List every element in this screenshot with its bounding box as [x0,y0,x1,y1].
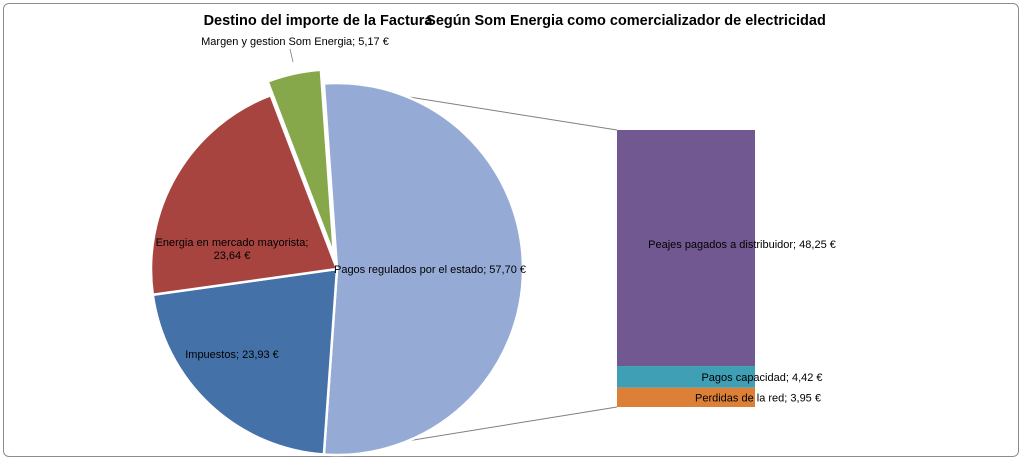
data-label-margen-y-gestion-som-energia: Margen y gestion Som Energia; 5,17 € [201,36,389,48]
data-label-impuestos: Impuestos; 23,93 € [185,349,279,361]
chart-subtitle: Según Som Energia como comercializador d… [426,13,826,29]
chart-title: Destino del importe de la Factura [204,13,434,29]
data-label-energia-en-mercado-mayorista: Energia en mercado mayorista; [156,237,309,249]
pie-slice-margen-y-gestion-som-energia [266,68,336,257]
data-label-peajes-pagados-a-distribuidor: Peajes pagados a distribuidor; 48,25 € [648,239,836,251]
data-label-pagos-regulados-por-el-estado: Pagos regulados por el estado; 57,70 € [334,264,526,276]
label-leader-line [289,48,294,63]
bar-segment-pagos-capacidad [617,366,755,388]
data-label-perdidas-de-la-red: Perdidas de la red; 3,95 € [695,392,821,404]
bar-segment-perdidas-de-la-red [617,387,755,407]
pie-slice-impuestos [151,267,339,456]
data-label-energia-en-mercado-mayorista: 23,64 € [214,250,251,262]
pie-slice-pagos-regulados-por-el-estado [322,81,525,457]
breakdown-bar [617,130,755,407]
bar-segment-peajes-pagados-a-distribuidor [617,130,755,367]
pie-slice-energia-en-mercado-mayorista [149,93,339,296]
pie [149,68,525,457]
data-label-pagos-capacidad: Pagos capacidad; 4,42 € [701,372,822,384]
data-labels: Pagos regulados por el estado; 57,70 € Im… [156,36,836,404]
